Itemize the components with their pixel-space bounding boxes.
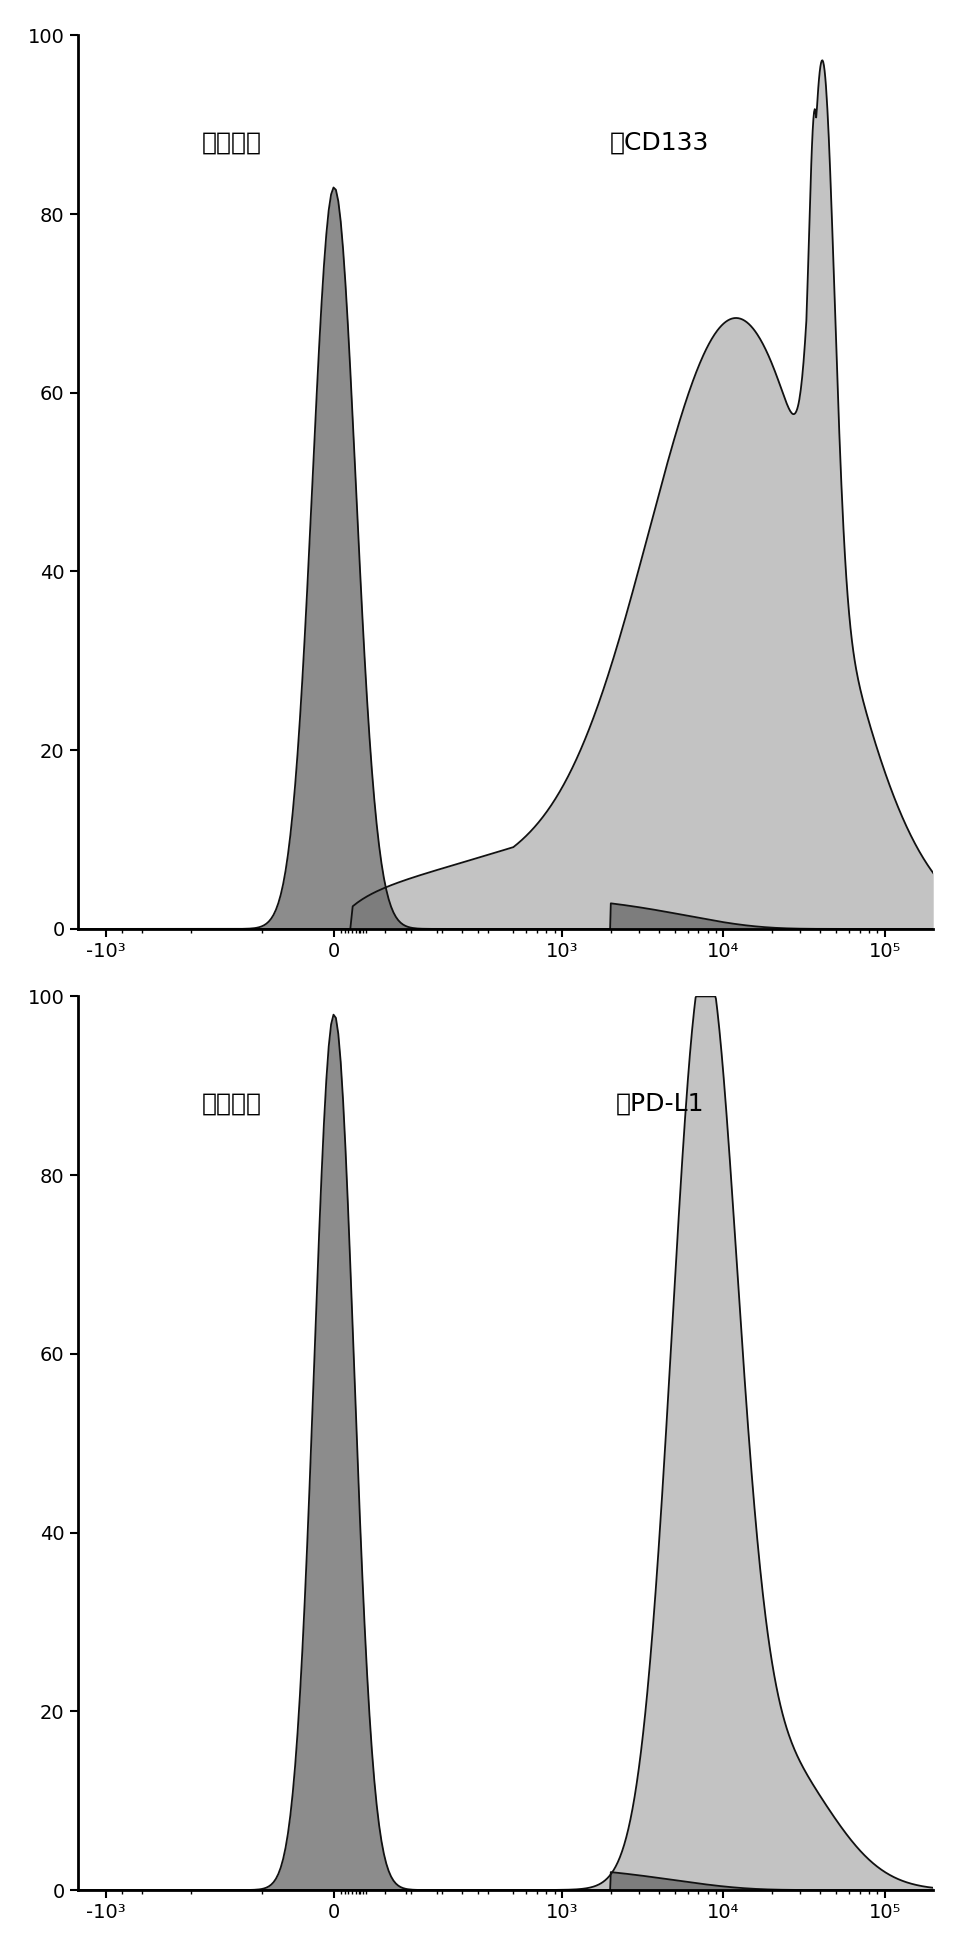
- Text: 抗CD133: 抗CD133: [610, 131, 709, 154]
- Text: 同型对照: 同型对照: [202, 1092, 261, 1115]
- Text: 同型对照: 同型对照: [202, 131, 261, 154]
- Text: 抗PD-L1: 抗PD-L1: [615, 1092, 703, 1115]
